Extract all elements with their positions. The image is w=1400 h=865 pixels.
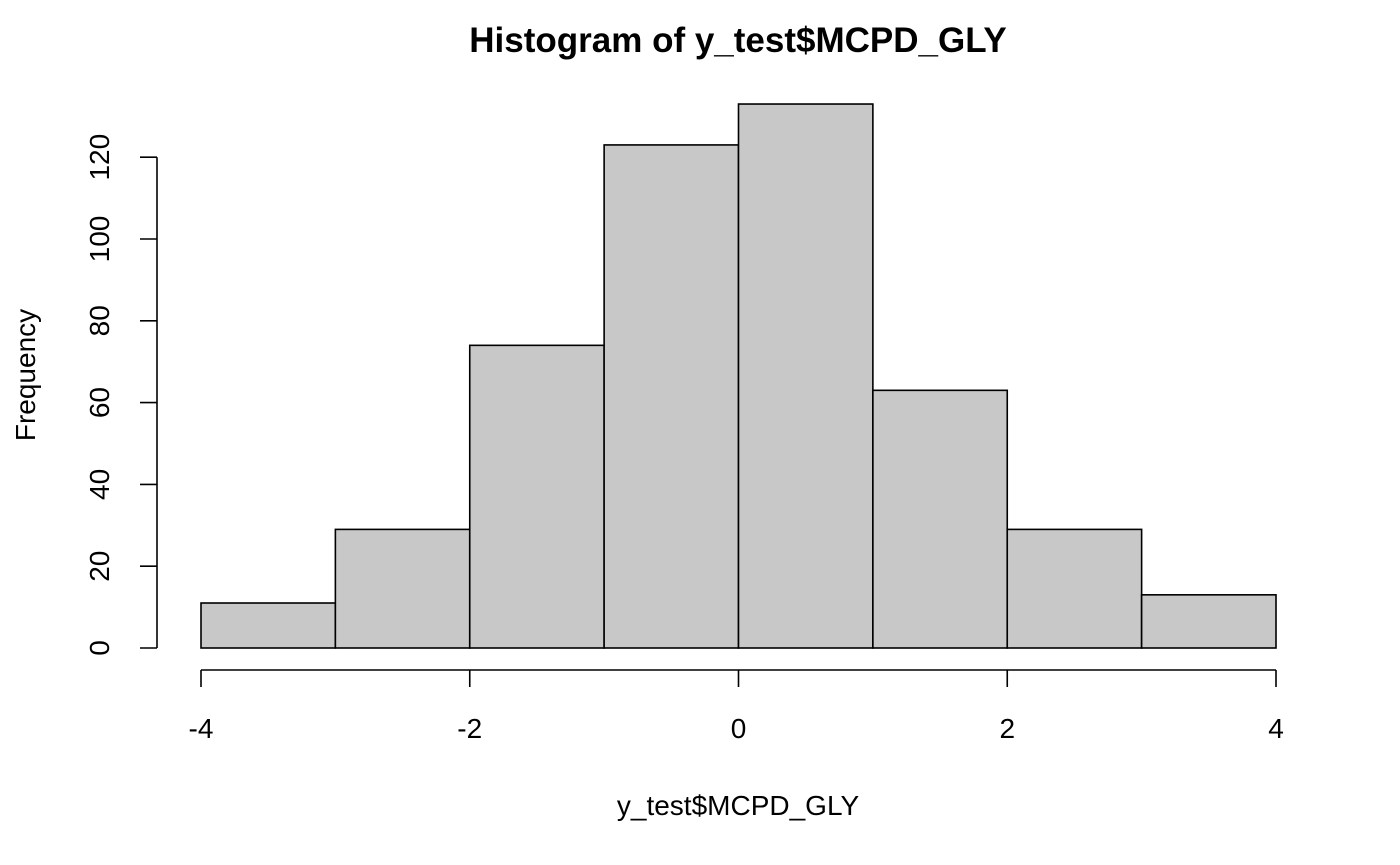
histogram-bar-1 <box>200 602 337 649</box>
chart-title: Histogram of y_test$MCPD_GLY <box>469 21 1006 60</box>
x-tick-label: 2 <box>999 713 1015 744</box>
histogram-bar-5 <box>737 103 874 649</box>
y-tick-label: 20 <box>84 551 115 582</box>
bars-group <box>200 103 1277 649</box>
y-tick-label: 60 <box>84 387 115 418</box>
y-tick-label: 0 <box>84 640 115 656</box>
y-tick-label: 40 <box>84 469 115 500</box>
histogram-bar-2 <box>334 528 471 649</box>
histogram-bar-8 <box>1140 594 1277 649</box>
histogram-bar-3 <box>468 344 605 649</box>
x-tick-label: 0 <box>731 713 747 744</box>
histogram-bar-7 <box>1006 528 1143 649</box>
x-tick-label: -2 <box>457 713 482 744</box>
x-axis: -4 -2 0 2 4 <box>189 669 1284 744</box>
x-axis-label: y_test$MCPD_GLY <box>617 790 860 821</box>
y-tick-label: 80 <box>84 305 115 336</box>
histogram-bar-6 <box>872 389 1009 649</box>
x-tick-label: 4 <box>1268 713 1284 744</box>
y-axis-label: Frequency <box>10 309 41 441</box>
y-axis: 0 20 40 60 80 100 120 <box>84 134 158 656</box>
histogram-bar-4 <box>603 144 740 649</box>
y-tick-label: 120 <box>84 134 115 181</box>
y-tick-label: 100 <box>84 216 115 263</box>
x-tick-label: -4 <box>189 713 214 744</box>
